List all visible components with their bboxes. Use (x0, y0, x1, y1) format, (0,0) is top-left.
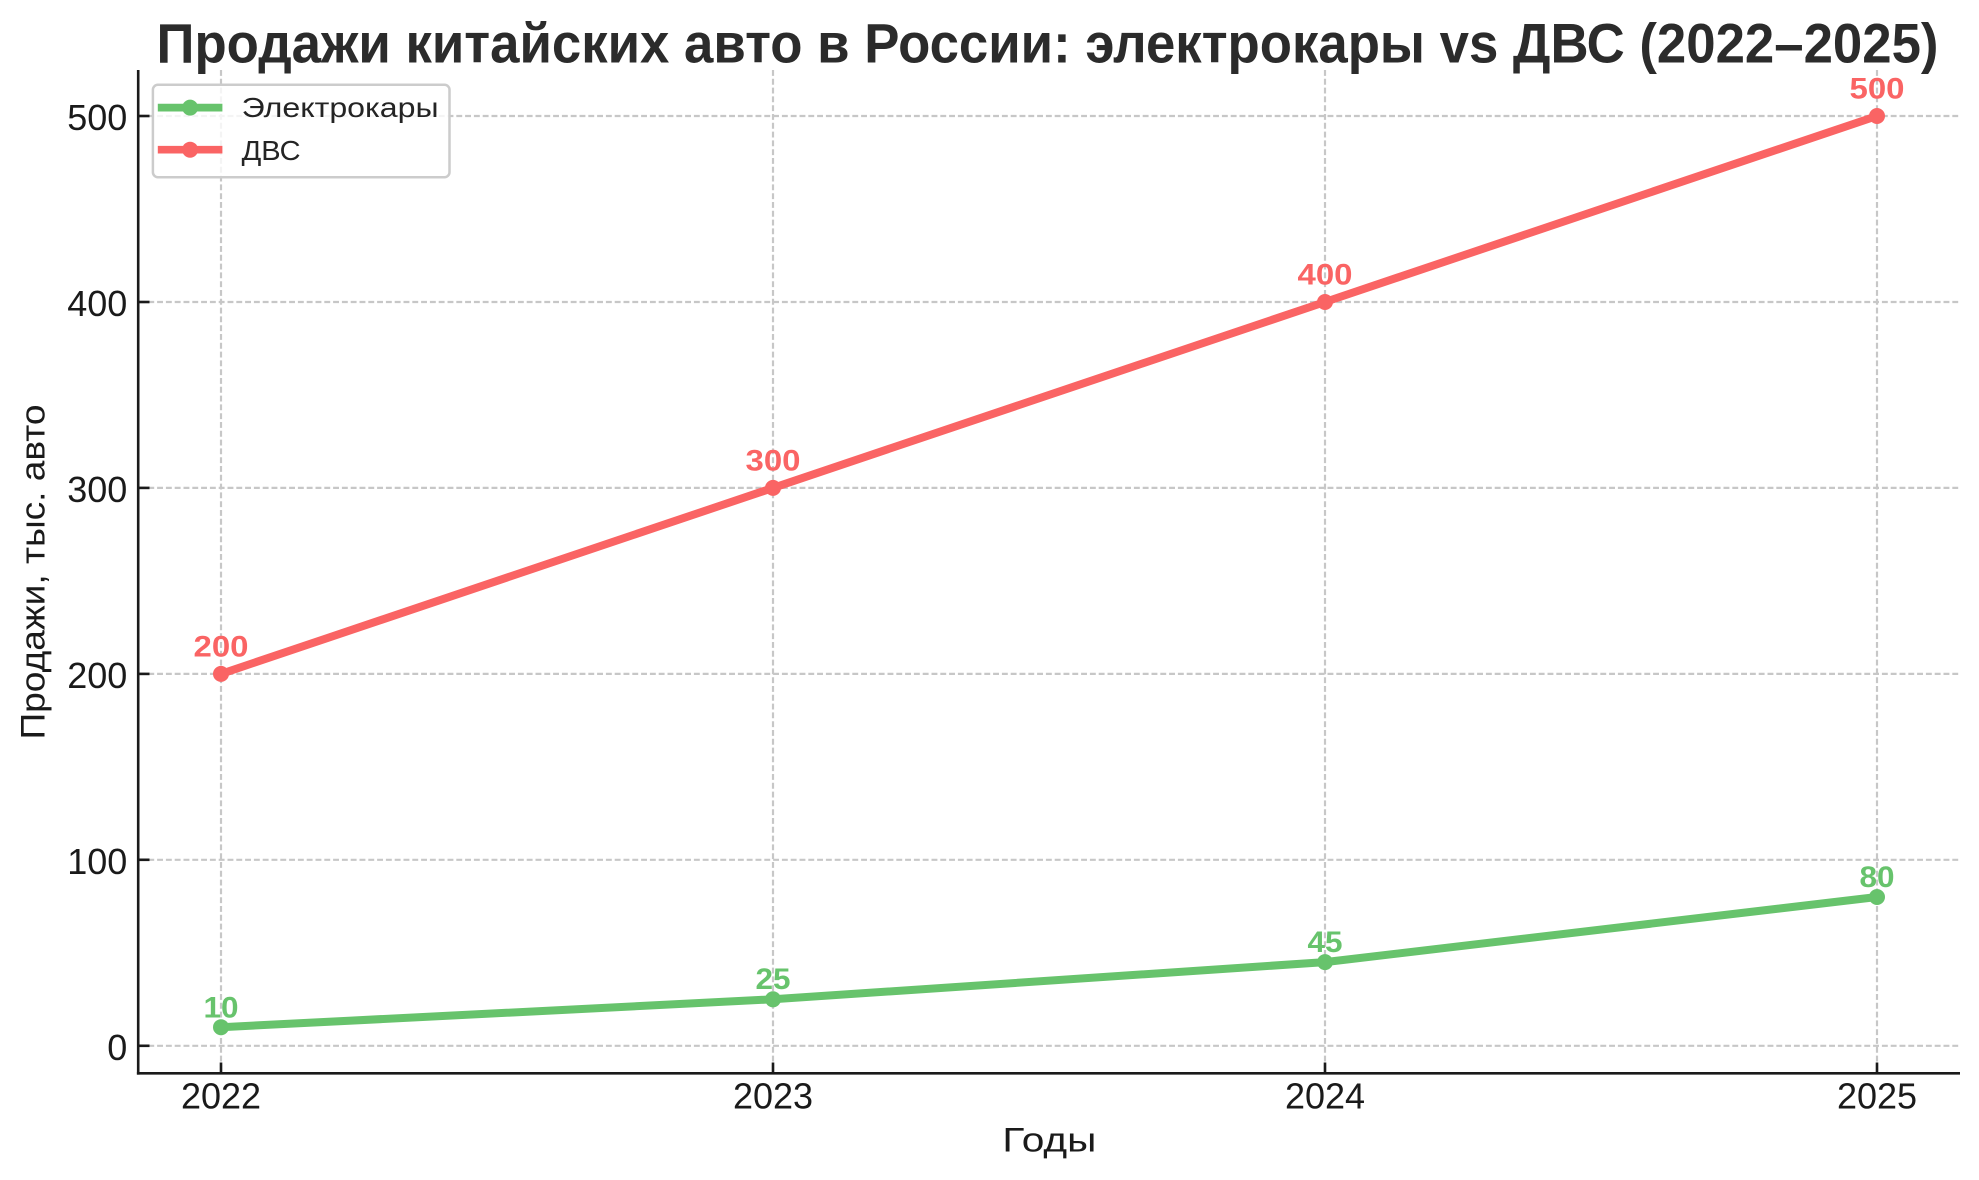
svg-text:Продажи, тыс. авто: Продажи, тыс. авто (15, 405, 53, 740)
svg-text:400: 400 (1298, 259, 1353, 292)
svg-text:2023: 2023 (733, 1076, 813, 1117)
svg-text:200: 200 (67, 655, 127, 696)
svg-text:25: 25 (756, 963, 791, 996)
svg-text:45: 45 (1308, 926, 1343, 959)
svg-text:2025: 2025 (1837, 1076, 1917, 1117)
svg-text:300: 300 (67, 469, 127, 510)
svg-text:10: 10 (204, 991, 239, 1024)
svg-text:ДВС: ДВС (242, 135, 301, 166)
svg-text:80: 80 (1860, 861, 1895, 894)
svg-text:2024: 2024 (1285, 1076, 1365, 1117)
svg-text:0: 0 (107, 1027, 127, 1068)
svg-text:300: 300 (746, 445, 801, 478)
svg-text:400: 400 (67, 283, 127, 324)
svg-text:500: 500 (1850, 73, 1905, 106)
svg-text:Годы: Годы (1002, 1122, 1096, 1160)
svg-text:500: 500 (67, 97, 127, 138)
svg-text:100: 100 (67, 841, 127, 882)
svg-text:Электрокары: Электрокары (242, 92, 439, 123)
svg-text:Продажи китайских авто в Росси: Продажи китайских авто в России: электро… (157, 12, 1939, 75)
svg-text:200: 200 (194, 631, 249, 664)
svg-text:2022: 2022 (181, 1076, 261, 1117)
